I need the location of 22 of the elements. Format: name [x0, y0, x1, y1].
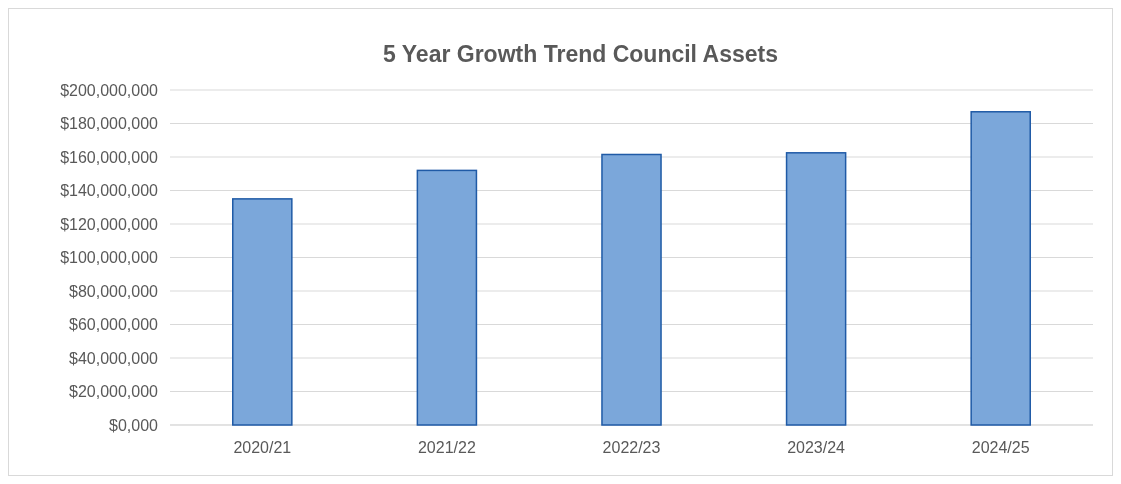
y-tick-label: $20,000,000 — [69, 383, 159, 401]
y-tick-label: $0,000 — [109, 416, 159, 434]
y-tick-label: $80,000,000 — [69, 282, 159, 300]
bar — [601, 153, 662, 426]
y-tick-label: $40,000,000 — [69, 349, 159, 367]
chart-title: 5 Year Growth Trend Council Assets — [383, 41, 778, 67]
x-tick-label: 2024/25 — [971, 439, 1030, 456]
bar — [785, 152, 847, 426]
bar — [970, 111, 1031, 426]
y-tick-label: $180,000,000 — [60, 115, 159, 133]
x-tick-label: 2022/23 — [602, 439, 661, 456]
y-tick-label: $140,000,000 — [60, 182, 159, 200]
x-tick-label: 2020/21 — [233, 439, 292, 456]
y-tick-label: $120,000,000 — [60, 215, 159, 233]
x-tick-label: 2021/22 — [417, 439, 476, 456]
bar — [416, 169, 478, 426]
bar — [232, 198, 293, 426]
y-tick-label: $60,000,000 — [69, 316, 159, 334]
x-tick-label: 2023/24 — [787, 439, 846, 456]
y-tick-label: $200,000,000 — [60, 81, 159, 99]
y-tick-label: $100,000,000 — [60, 249, 159, 267]
y-tick-label: $160,000,000 — [60, 148, 159, 166]
